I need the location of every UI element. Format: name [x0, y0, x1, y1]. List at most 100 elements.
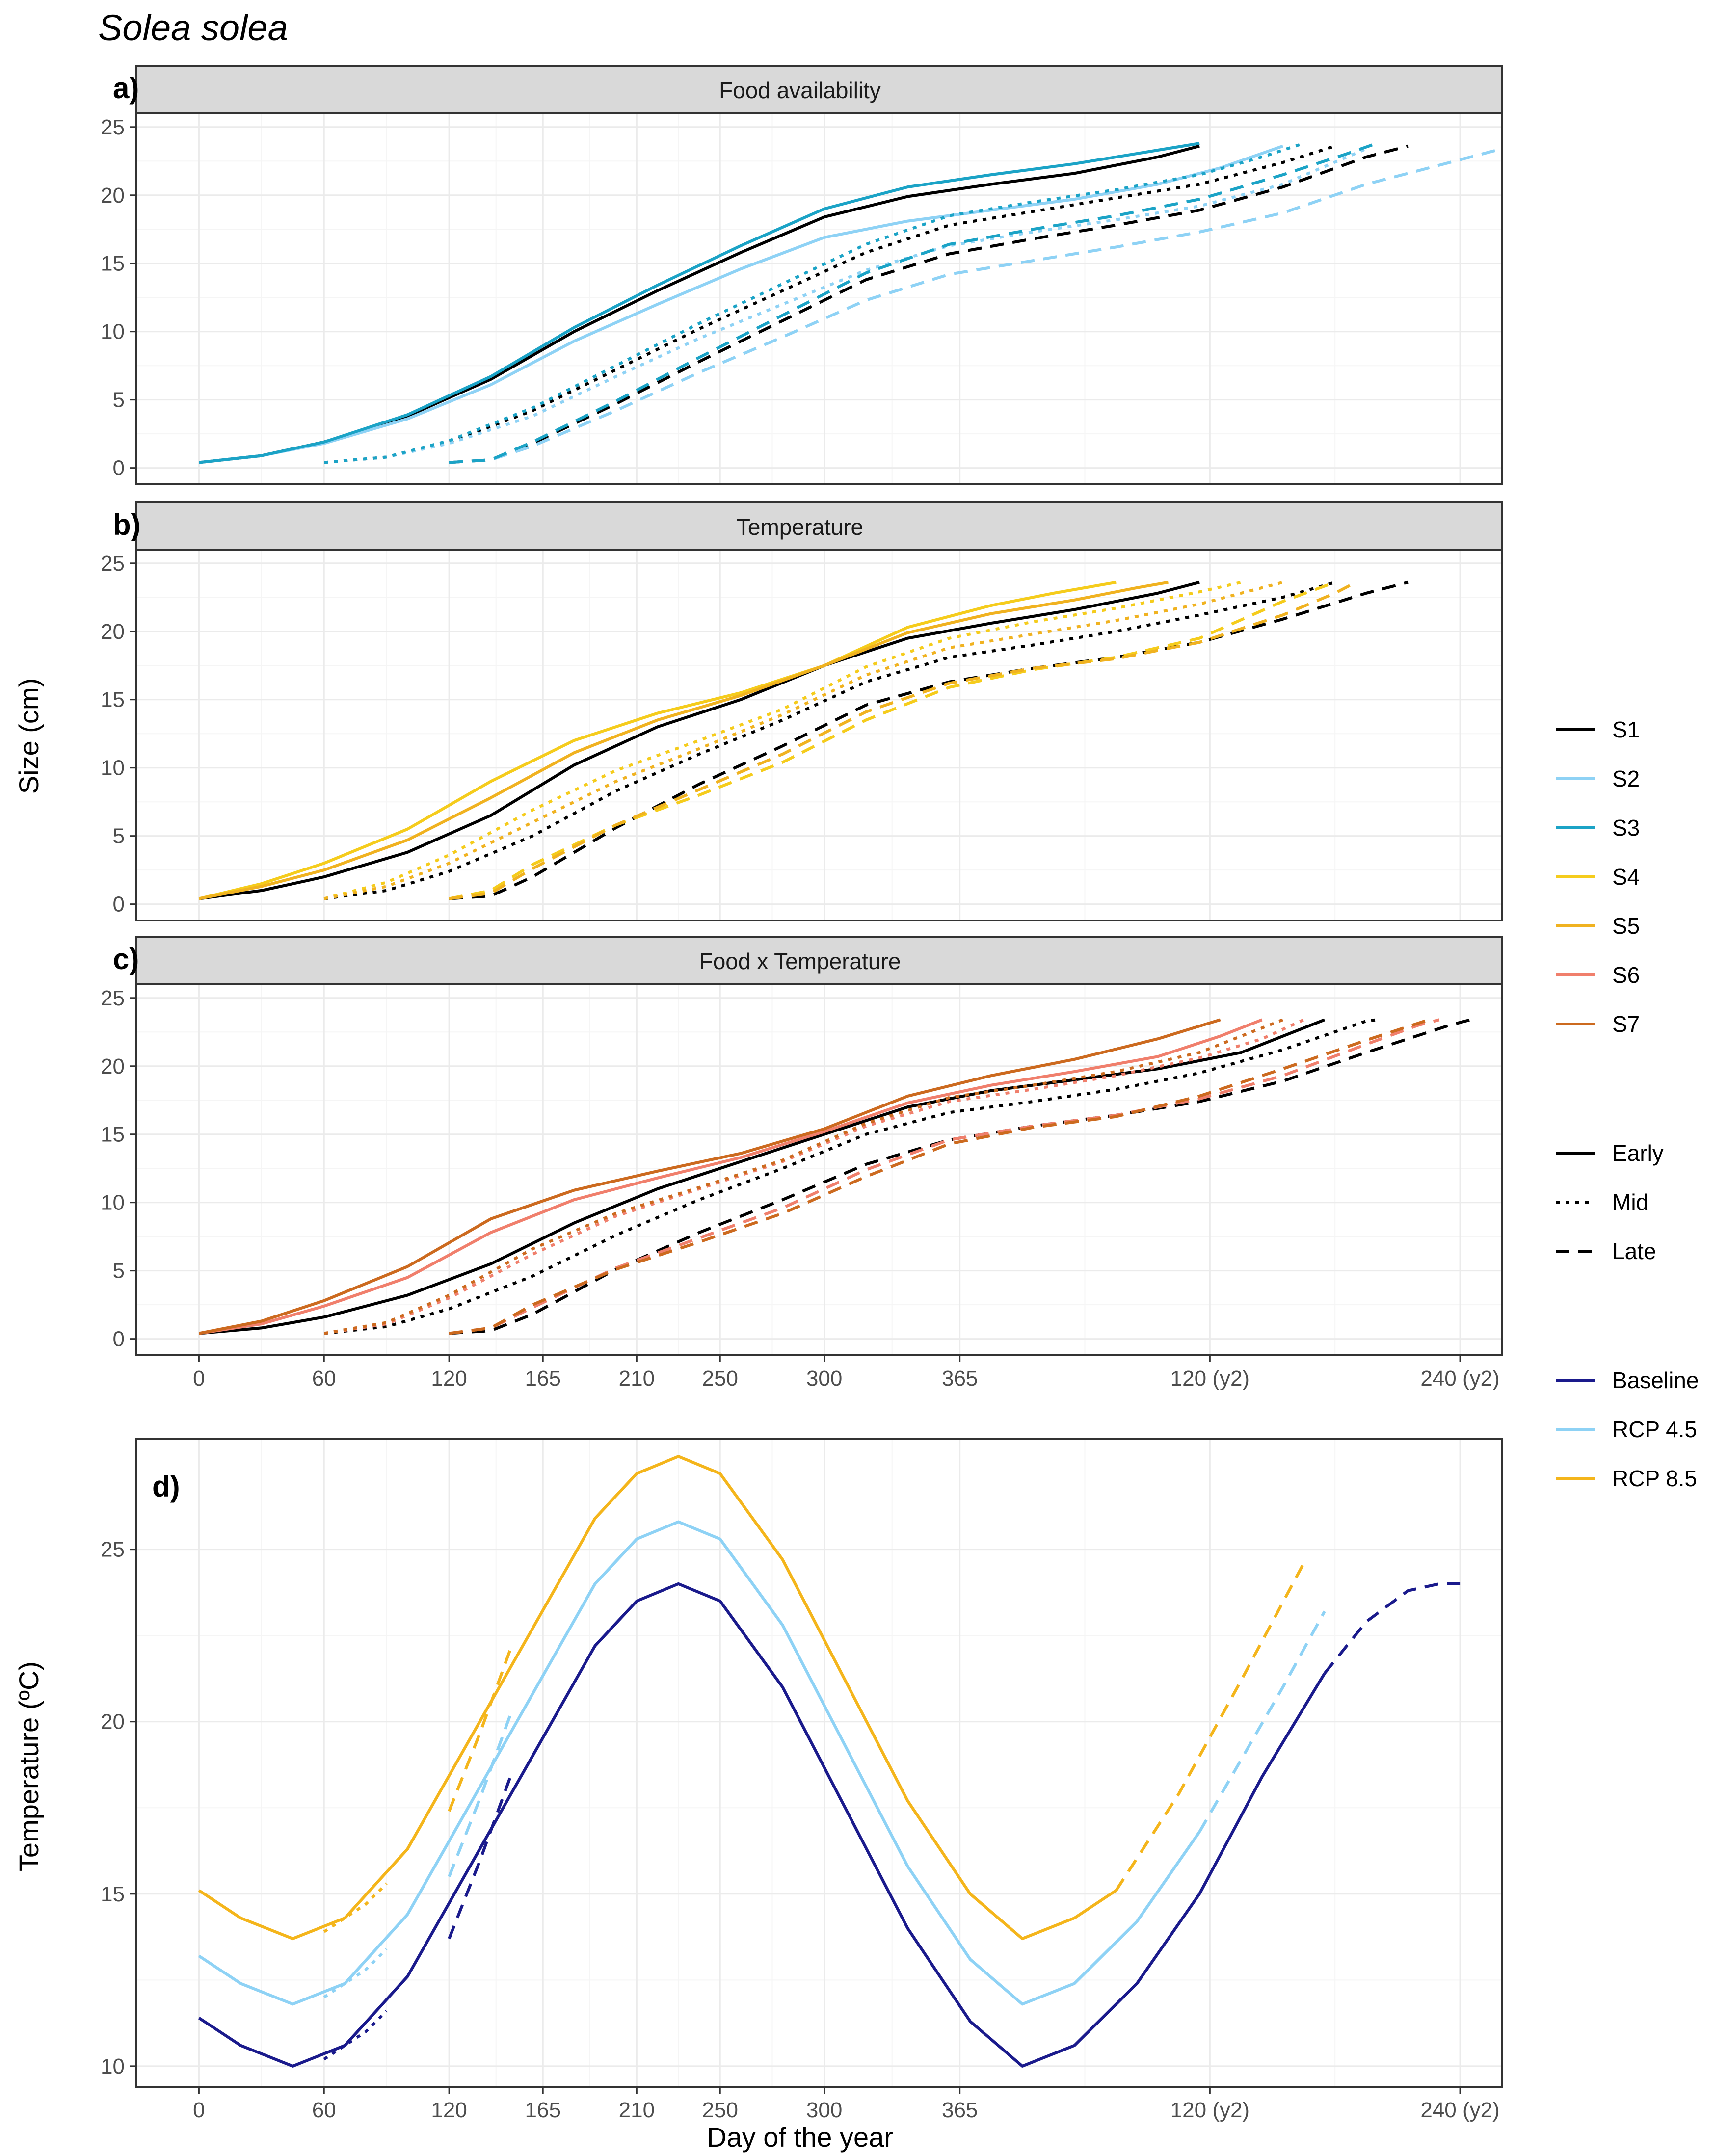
x-tick-label: 365: [942, 1367, 978, 1391]
series-line-s1-mid: [323, 1018, 1377, 1335]
legend-label: Baseline: [1612, 1367, 1699, 1393]
x-tick-label: 240 (y2): [1420, 2098, 1499, 2122]
x-tick-label: 250: [702, 1367, 738, 1391]
legend-label: RCP 4.5: [1612, 1417, 1697, 1442]
panel-b: b) Temperature 0 5 10 15 20 25: [101, 501, 1503, 921]
panel-a-title: Food availability: [719, 78, 881, 103]
y-tick-label: 25: [101, 986, 125, 1010]
series-line-baseline-mid: [323, 2010, 388, 2061]
x-axis-title: Day of the year: [707, 2122, 893, 2153]
series-line-rcp-8-5-late: [448, 1645, 513, 1812]
legend-scenarios: S1 S2 S3 S4 S5 S6 S7: [1556, 717, 1640, 1037]
panel-d-y-axis: 10 15 20 25: [101, 1538, 136, 2078]
panel-b-label: b): [113, 508, 141, 541]
temperature-y-axis-title: Temperature (ºC): [13, 1661, 44, 1871]
panel-c-title: Food x Temperature: [699, 948, 901, 974]
panel-d-x-axis: 0 60 120 165 210 250 300 365 120 (y2) 240 (y2): [193, 2087, 1500, 2122]
panel-c: c) Food x Temperature 0 5 10 15 20 25 0 60 120 1…: [101, 936, 1503, 1391]
x-tick-label: 60: [312, 2098, 336, 2122]
panel-c-label: c): [113, 943, 139, 975]
series-line-s1-late: [449, 1018, 1471, 1335]
legend-label: S6: [1612, 962, 1640, 988]
y-tick-label: 5: [113, 824, 125, 848]
series-line-rcp-4-5-mid: [323, 1947, 388, 1998]
y-tick-label: 15: [101, 1882, 125, 1906]
panel-d-label: d): [152, 1470, 180, 1503]
panel-b-strip: [135, 501, 1503, 551]
x-tick-label: 300: [806, 2098, 842, 2122]
series-line-s3-early: [199, 142, 1200, 464]
y-tick-label: 15: [101, 1123, 125, 1147]
y-tick-label: 20: [101, 184, 125, 208]
legend-label: S7: [1612, 1011, 1640, 1037]
y-tick-label: 5: [113, 388, 125, 412]
series-line-rcp-4-5-late: [448, 1710, 513, 1877]
x-tick-label: 120: [431, 2098, 467, 2122]
legend-spawning-timing: Early Mid Late: [1556, 1140, 1664, 1264]
x-tick-label: 210: [619, 1367, 655, 1391]
legend-label: Mid: [1612, 1189, 1648, 1215]
series-line-baseline: [198, 1582, 1326, 2068]
x-tick-label: 120 (y2): [1170, 1367, 1249, 1391]
panel-d-plot-area: [136, 1439, 1502, 2087]
series-line-s7-late: [449, 1018, 1430, 1335]
y-tick-label: 5: [113, 1259, 125, 1283]
x-tick-label: 210: [619, 2098, 655, 2122]
panel-b-grid: [136, 550, 1502, 920]
y-tick-label: 20: [101, 620, 125, 644]
x-tick-label: 240 (y2): [1420, 1367, 1499, 1391]
x-tick-label: 0: [193, 1367, 205, 1391]
x-tick-label: 120: [431, 1367, 467, 1391]
legend-label: S5: [1612, 913, 1640, 939]
panel-a: a) Food availability 0 5 10 15 20 25: [101, 65, 1503, 485]
y-tick-label: 20: [101, 1054, 125, 1078]
y-tick-label: 10: [101, 320, 125, 344]
x-tick-label: 165: [525, 2098, 561, 2122]
series-line-s5-early: [198, 580, 1169, 900]
series-line-s3-late: [449, 142, 1378, 464]
legend-label: S2: [1612, 766, 1640, 791]
panel-c-strip: [135, 936, 1503, 985]
series-line-rcp-8-5-mid: [323, 1882, 388, 1933]
series-line-s4-early: [198, 580, 1117, 900]
series-line-s6-early: [198, 1018, 1263, 1335]
series-line-s3-mid: [324, 142, 1304, 464]
series-line-s4-late: [449, 580, 1336, 900]
series-line-s1-early: [199, 1018, 1326, 1335]
panel-c-grid: [136, 984, 1502, 1355]
panel-c-y-axis: 0 5 10 15 20 25: [101, 986, 136, 1351]
x-tick-label: 0: [193, 2098, 205, 2122]
panel-b-y-axis: 0 5 10 15 20 25: [101, 552, 136, 917]
y-tick-label: 10: [101, 1191, 125, 1215]
series-line-s2-mid: [324, 147, 1367, 464]
series-line-s1-early: [199, 580, 1200, 900]
x-tick-label: 60: [312, 1367, 336, 1391]
legend-label: RCP 8.5: [1612, 1466, 1697, 1491]
panel-c-x-axis: 0 60 120 165 210 250 300 365 120 (y2) 240 (y2): [193, 1355, 1500, 1391]
panel-d: d) 10 15 20 25 0 60 120 165 210 250 300 365 120 (y2…: [101, 1438, 1503, 2122]
y-tick-label: 0: [113, 893, 125, 917]
panel-a-plot-area: [136, 113, 1502, 484]
legend-label: S3: [1612, 815, 1640, 841]
y-tick-label: 10: [101, 2054, 125, 2078]
x-tick-label: 120 (y2): [1170, 2098, 1249, 2122]
panel-a-y-axis: 0 5 10 15 20 25: [101, 115, 136, 480]
x-tick-label: 365: [942, 2098, 978, 2122]
panel-a-grid: [136, 113, 1502, 484]
y-tick-label: 25: [101, 1538, 125, 1562]
legend-label: S4: [1612, 864, 1640, 890]
panel-a-series: [199, 142, 1502, 464]
legend-label: Late: [1612, 1238, 1656, 1264]
y-tick-label: 15: [101, 688, 125, 712]
legend-label: S1: [1612, 717, 1640, 742]
series-line-s5-mid: [323, 580, 1283, 900]
y-tick-label: 25: [101, 115, 125, 139]
panel-d-series: [198, 1455, 1461, 2068]
x-tick-label: 300: [806, 1367, 842, 1391]
series-line-rcp-8-5: [198, 1455, 1117, 1941]
series-line-s2-early: [199, 144, 1283, 464]
series-line-s1-mid: [323, 580, 1336, 900]
x-tick-label: 250: [702, 2098, 738, 2122]
series-line-s7-mid: [323, 1018, 1284, 1335]
